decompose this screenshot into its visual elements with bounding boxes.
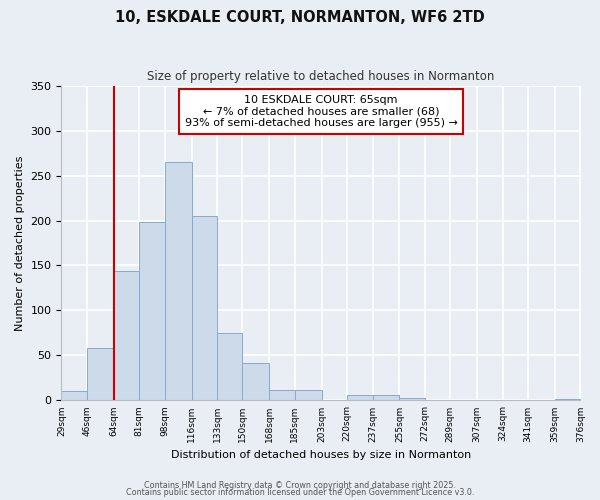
Bar	[139, 222, 164, 400]
Bar	[347, 395, 373, 400]
Bar	[114, 271, 139, 400]
Title: Size of property relative to detached houses in Normanton: Size of property relative to detached ho…	[147, 70, 494, 83]
Text: 10, ESKDALE COURT, NORMANTON, WF6 2TD: 10, ESKDALE COURT, NORMANTON, WF6 2TD	[115, 10, 485, 25]
Bar	[164, 162, 191, 400]
Text: Contains public sector information licensed under the Open Government Licence v3: Contains public sector information licen…	[126, 488, 474, 497]
Bar	[217, 333, 242, 400]
Bar	[242, 362, 269, 401]
Bar	[191, 216, 217, 400]
Bar	[61, 392, 87, 400]
Bar	[400, 398, 425, 400]
Bar	[269, 390, 295, 400]
X-axis label: Distribution of detached houses by size in Normanton: Distribution of detached houses by size …	[171, 450, 471, 460]
Text: Contains HM Land Registry data © Crown copyright and database right 2025.: Contains HM Land Registry data © Crown c…	[144, 480, 456, 490]
Y-axis label: Number of detached properties: Number of detached properties	[15, 156, 25, 330]
Bar	[555, 398, 580, 400]
Text: 10 ESKDALE COURT: 65sqm
← 7% of detached houses are smaller (68)
93% of semi-det: 10 ESKDALE COURT: 65sqm ← 7% of detached…	[185, 95, 457, 128]
Bar	[295, 390, 322, 400]
Bar	[373, 395, 400, 400]
Bar	[87, 348, 114, 401]
